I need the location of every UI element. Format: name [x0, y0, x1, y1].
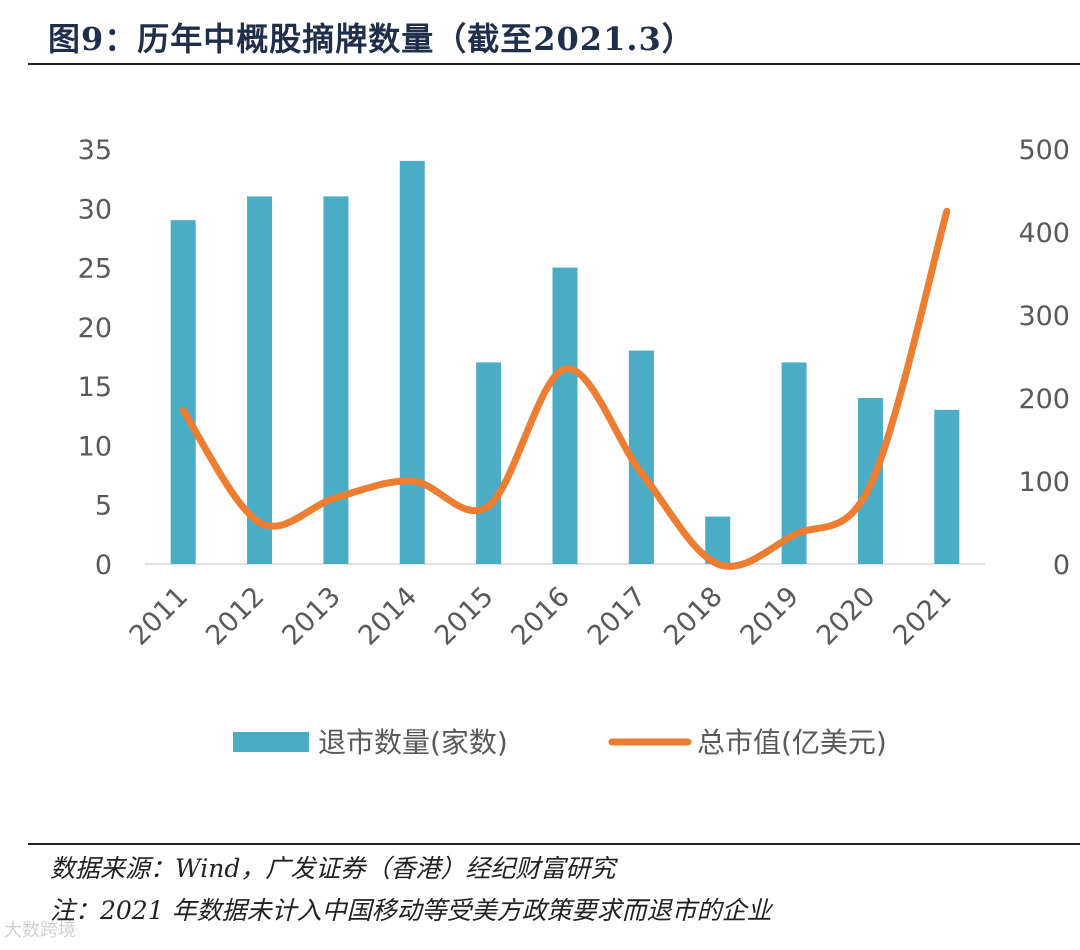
- bar: [552, 267, 578, 564]
- footnote: 注：2021 年数据未计入中国移动等受美方政策要求而退市的企业: [50, 896, 772, 925]
- watermark: 大数跨境: [4, 920, 76, 941]
- y-right-tick-label: 400: [1018, 218, 1070, 249]
- x-tick-label: 2018: [658, 581, 729, 652]
- legend-label-line: 总市值(亿美元): [697, 726, 887, 759]
- y-right-tick-label: 200: [1018, 384, 1070, 415]
- y-left-tick-label: 30: [78, 194, 112, 225]
- y-right-tick-label: 100: [1018, 467, 1070, 498]
- x-tick-label: 2013: [276, 581, 347, 652]
- bar: [476, 362, 502, 564]
- x-tick-label: 2011: [124, 581, 195, 652]
- y-left-tick-label: 15: [78, 372, 112, 403]
- bar: [247, 196, 273, 564]
- bar: [399, 160, 425, 564]
- y-right-tick-label: 500: [1018, 135, 1070, 166]
- source-note: 数据来源：Wind，广发证券（香港）经纪财富研究: [50, 854, 616, 883]
- series-line: [179, 207, 951, 570]
- bar: [170, 220, 196, 564]
- legend-label-bar: 退市数量(家数): [318, 726, 508, 759]
- y-right-tick-label: 300: [1018, 301, 1070, 332]
- y-left-tick-label: 0: [95, 550, 112, 581]
- x-tick-label: 2017: [582, 581, 653, 652]
- y-left-tick-label: 35: [78, 135, 112, 166]
- x-tick-label: 2020: [811, 581, 882, 652]
- footer-divider: [28, 843, 1080, 845]
- x-tick-label: 2019: [735, 581, 806, 652]
- x-tick-label: 2014: [353, 581, 424, 652]
- x-tick-label: 2021: [887, 581, 958, 652]
- y-left-tick-label: 20: [78, 313, 112, 344]
- title-divider: [28, 63, 1080, 65]
- legend-swatch-bar: [233, 732, 309, 752]
- bar: [934, 409, 960, 564]
- y-right-tick-label: 0: [1053, 550, 1070, 581]
- y-left-tick-label: 5: [95, 491, 112, 522]
- y-left-tick-label: 10: [78, 431, 112, 462]
- bar: [323, 196, 349, 564]
- y-left-tick-label: 25: [78, 254, 112, 285]
- figure-title: 图9：历年中概股摘牌数量（截至2021.3）: [48, 20, 695, 58]
- x-tick-label: 2015: [429, 581, 500, 652]
- x-tick-label: 2016: [505, 581, 576, 652]
- x-tick-label: 2012: [200, 581, 271, 652]
